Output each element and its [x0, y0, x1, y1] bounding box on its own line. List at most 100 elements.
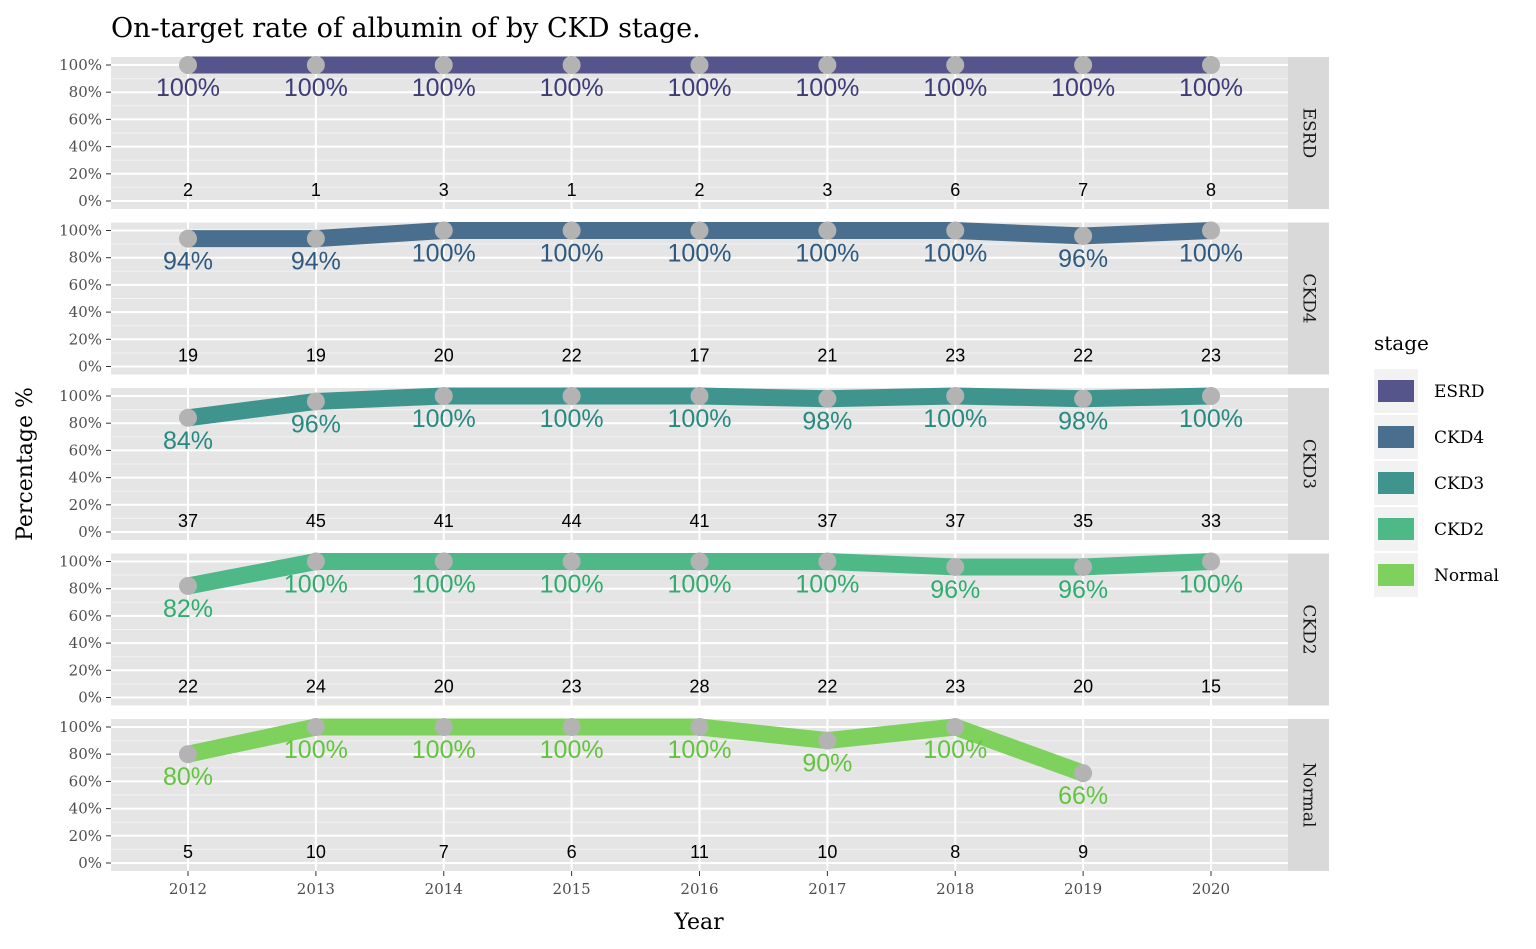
percent-label: 96% — [291, 410, 341, 438]
percent-label: 82% — [163, 595, 213, 623]
count-label: 8 — [1206, 180, 1216, 200]
y-tick-label: 60% — [69, 276, 102, 294]
percent-label: 100% — [923, 736, 987, 764]
legend-label: CKD2 — [1434, 520, 1484, 540]
percent-label: 80% — [163, 763, 213, 791]
data-point — [562, 387, 581, 405]
percent-label: 100% — [1051, 74, 1115, 102]
data-point — [1074, 389, 1093, 408]
x-tick-label: 2019 — [1064, 880, 1102, 898]
panel-esrd: 0% 20% 40% 60% 80% 100% 100% 100% 100% 100% 100% 10… — [59, 56, 1329, 210]
count-label: 20 — [1073, 677, 1093, 697]
y-tick-label: 0% — [78, 358, 102, 376]
count-label: 1 — [567, 180, 577, 200]
percent-label: 100% — [923, 405, 987, 433]
data-point — [818, 56, 837, 74]
y-tick-label: 0% — [78, 523, 102, 541]
count-label: 22 — [178, 677, 198, 697]
y-tick-label: 60% — [69, 110, 102, 128]
y-tick-label: 80% — [69, 745, 102, 763]
count-label: 44 — [562, 511, 582, 531]
percent-label: 100% — [1179, 571, 1243, 599]
count-label: 20 — [434, 346, 454, 366]
facet-strip — [1288, 57, 1329, 209]
percent-label: 100% — [795, 74, 859, 102]
data-point — [434, 718, 453, 736]
count-label: 3 — [439, 180, 449, 200]
data-point — [434, 221, 453, 240]
x-tick-label: 2012 — [169, 880, 207, 898]
count-label: 10 — [817, 842, 837, 862]
legend-label: Normal — [1434, 566, 1499, 586]
data-point — [818, 731, 837, 750]
count-label: 21 — [817, 346, 837, 366]
panel-ckd2: 0% 20% 40% 60% 80% 100% 82% 100% 100% 100% 100% 100… — [59, 552, 1329, 707]
count-label: 23 — [945, 346, 965, 366]
data-point — [1202, 387, 1220, 405]
count-label: 15 — [1201, 677, 1221, 697]
count-label: 6 — [567, 842, 577, 862]
count-label: 8 — [950, 842, 960, 862]
data-point — [946, 718, 965, 736]
x-tick-label: 2017 — [808, 880, 846, 898]
data-point — [1074, 557, 1093, 576]
percent-label: 100% — [795, 571, 859, 599]
percent-label: 100% — [540, 240, 604, 268]
legend-key-ckd3 — [1378, 472, 1414, 494]
y-tick-label: 20% — [69, 661, 102, 679]
y-tick-label: 0% — [78, 854, 102, 872]
y-tick-label: 80% — [69, 414, 102, 432]
legend-label: CKD3 — [1434, 474, 1484, 494]
data-point — [434, 387, 453, 405]
x-tick-label: 2020 — [1192, 880, 1230, 898]
y-tick-label: 20% — [69, 330, 102, 348]
data-point — [1074, 764, 1093, 783]
facet-strip-label: CKD2 — [1299, 604, 1319, 654]
chart-title: On-target rate of albumin of by CKD stag… — [111, 13, 701, 44]
percent-label: 94% — [291, 248, 341, 276]
y-tick-label: 60% — [69, 607, 102, 625]
percent-label: 100% — [412, 74, 476, 102]
percent-label: 96% — [1058, 576, 1108, 604]
y-tick-label: 20% — [69, 165, 102, 183]
facet-strip — [1288, 388, 1329, 540]
legend-key-ckd4 — [1378, 426, 1414, 448]
count-label: 17 — [689, 346, 709, 366]
count-label: 22 — [562, 346, 582, 366]
data-point — [1202, 56, 1220, 74]
data-point — [818, 389, 837, 408]
data-point — [179, 229, 197, 248]
count-label: 20 — [434, 677, 454, 697]
facet-strip-label: CKD3 — [1299, 439, 1319, 489]
count-label: 28 — [689, 677, 709, 697]
legend-label: ESRD — [1434, 382, 1485, 402]
percent-label: 98% — [802, 408, 852, 436]
data-point — [306, 552, 325, 571]
data-point — [690, 387, 709, 405]
data-point — [1074, 226, 1093, 245]
data-point — [1202, 221, 1220, 240]
count-label: 1 — [311, 180, 321, 200]
y-tick-label: 100% — [59, 387, 102, 405]
data-point — [562, 221, 581, 240]
y-tick-label: 40% — [69, 469, 102, 487]
x-tick-label: 2018 — [936, 880, 974, 898]
percent-label: 100% — [412, 405, 476, 433]
count-label: 7 — [1078, 180, 1088, 200]
percent-label: 94% — [163, 248, 213, 276]
x-axis: 2012 2013 2014 2015 2016 2017 2018 2019 2020 — [169, 871, 1230, 898]
data-point — [434, 56, 453, 74]
percent-label: 100% — [668, 405, 732, 433]
percent-label: 96% — [930, 576, 980, 604]
percent-label: 100% — [156, 74, 220, 102]
data-point — [1074, 56, 1093, 74]
facet-strip-label: ESRD — [1299, 108, 1319, 159]
data-point — [818, 221, 837, 240]
count-label: 37 — [178, 511, 198, 531]
percent-label: 100% — [923, 240, 987, 268]
percent-label: 100% — [412, 571, 476, 599]
percent-label: 100% — [668, 74, 732, 102]
percent-label: 100% — [412, 240, 476, 268]
facet-strip-label: CKD4 — [1299, 273, 1319, 323]
